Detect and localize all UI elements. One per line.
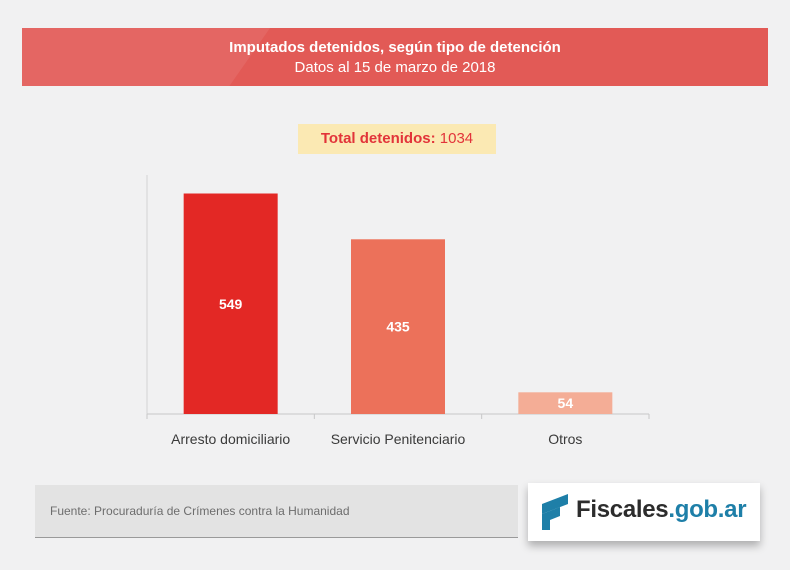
chart-subtitle: Datos al 15 de marzo de 2018 [294,59,496,76]
total-detenidos-badge: Total detenidos: 1034 [298,124,496,154]
x-tick-label: Arresto domiciliario [171,431,290,447]
x-tick-label: Servicio Penitenciario [331,431,466,447]
fiscales-flag-icon [542,494,568,530]
logo-text: Fiscales.gob.ar [576,496,747,524]
logo-name: Fiscales [576,496,669,523]
fiscales-logo[interactable]: Fiscales.gob.ar [528,483,760,541]
source-text: Fuente: Procuraduría de Crímenes contra … [50,504,350,518]
bar-3 [518,392,613,414]
x-tick-label: Otros [548,431,582,447]
total-value: 1034 [439,130,474,147]
chart-title: Imputados detenidos, según tipo de deten… [229,39,561,56]
bar-value-label: 435 [386,319,410,335]
bar-value-label: 54 [558,395,574,411]
bar-2 [351,239,445,414]
bar-1 [183,193,278,414]
bar-value-label: 549 [219,296,243,312]
bar-chart: 549 Arresto domiciliario 435 Servicio Penit… [146,175,650,447]
source-box: Fuente: Procuraduría de Crímenes contra … [35,485,518,538]
logo-tld: .gob.ar [668,496,747,523]
total-label: Total detenidos: [320,130,436,147]
chart-header: Imputados detenidos, según tipo de deten… [22,28,768,86]
